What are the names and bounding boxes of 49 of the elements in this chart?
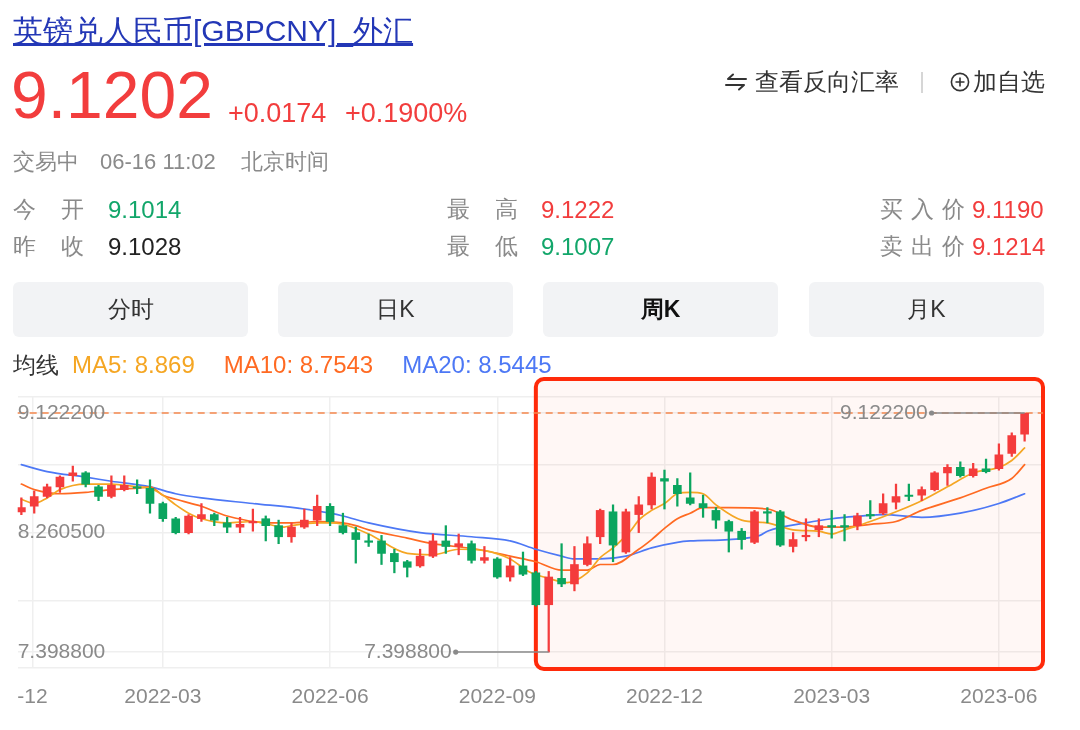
text: 日K (376, 295, 415, 324)
x-tick-label: 2023-06 (960, 684, 1038, 708)
text: 北京时间 (241, 148, 329, 176)
text: MA20: 8.5445 (402, 351, 552, 380)
text: 9.1007 (541, 232, 615, 262)
x-tick-label: 2022-06 (291, 684, 369, 708)
x-tick-label: 2022-09 (458, 684, 536, 708)
candlestick (943, 464, 952, 486)
text: 9.1190 (972, 195, 1044, 225)
text: 昨收 (13, 233, 84, 261)
chart-title: 英镑兑人民币[GBPCNY]_外汇 (13, 13, 414, 49)
text: 9.1222 (541, 195, 615, 225)
chart-subtitle: 9.1202 (11, 57, 213, 134)
text: 9.1214 (972, 232, 1046, 262)
x-tick-label: 2023-03 (793, 684, 871, 708)
text: 加自选 (973, 67, 1045, 97)
text: 最高 (447, 196, 518, 224)
text: 买入价 (880, 196, 965, 224)
candlestick (480, 546, 489, 564)
candlestick (763, 507, 772, 524)
x-tick-label: 2022-03 (124, 684, 202, 708)
text: 查看反向汇率 (755, 67, 899, 97)
text: 分时 (107, 295, 154, 324)
candlestick (660, 469, 669, 510)
y-tick-label: 9.122200 (17, 399, 106, 423)
text: 周K (640, 295, 681, 324)
x-tick-label: -12 (17, 684, 48, 708)
text: MA5: 8.869 (72, 351, 195, 380)
x-tick-label: 2022-12 (625, 684, 704, 708)
text: 最低 (447, 233, 518, 261)
text: 今开 (13, 196, 84, 224)
line-series (20, 447, 1026, 584)
text: +0.1900% (345, 96, 468, 130)
legend-title: 均线 (13, 351, 59, 380)
text: 交易中 (13, 148, 79, 176)
text: 9.1028 (108, 232, 182, 262)
y-tick-label: 7.398800 (17, 638, 106, 662)
candlestick (840, 514, 849, 542)
candlestick (557, 543, 566, 588)
text: 卖出价 (880, 233, 965, 261)
candlestick (197, 503, 206, 522)
text: +0.0174 (228, 96, 327, 130)
text: MA10: 8.7543 (223, 351, 374, 380)
text: 06-16 11:02 (100, 148, 216, 176)
y-tick-label: 8.260500 (17, 519, 106, 543)
annotation: 7.398800 (364, 638, 452, 662)
annotation: 9.122200 (840, 399, 928, 423)
text: 月K (907, 295, 946, 324)
text: 9.1014 (108, 195, 182, 225)
